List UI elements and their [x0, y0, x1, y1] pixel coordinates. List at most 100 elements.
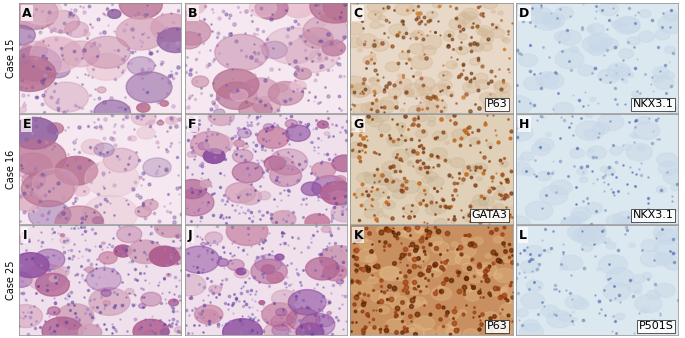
Circle shape [97, 87, 106, 93]
Circle shape [569, 216, 581, 224]
Circle shape [303, 16, 349, 46]
Circle shape [175, 189, 214, 216]
Circle shape [614, 17, 640, 34]
Circle shape [588, 45, 605, 55]
Circle shape [28, 200, 71, 229]
Circle shape [56, 304, 94, 329]
Circle shape [464, 92, 470, 95]
Circle shape [641, 308, 649, 313]
Circle shape [242, 144, 249, 148]
Circle shape [367, 0, 388, 14]
Circle shape [393, 189, 406, 199]
Circle shape [423, 265, 443, 277]
Circle shape [411, 277, 427, 288]
Circle shape [522, 168, 534, 176]
Circle shape [473, 163, 487, 172]
Circle shape [432, 287, 451, 300]
Circle shape [638, 31, 654, 42]
Circle shape [655, 240, 680, 257]
Circle shape [405, 89, 414, 95]
Circle shape [617, 17, 640, 33]
Circle shape [158, 246, 175, 258]
Circle shape [588, 149, 593, 152]
Circle shape [378, 15, 385, 20]
Circle shape [403, 83, 424, 97]
Circle shape [587, 146, 606, 160]
Circle shape [330, 181, 343, 190]
Circle shape [525, 201, 553, 220]
Circle shape [195, 305, 223, 324]
Circle shape [179, 11, 199, 24]
Circle shape [656, 186, 667, 193]
Circle shape [352, 84, 370, 97]
Circle shape [658, 161, 679, 175]
Circle shape [560, 265, 568, 270]
Circle shape [613, 211, 639, 229]
Circle shape [137, 127, 155, 139]
Circle shape [310, 0, 361, 23]
Circle shape [27, 264, 66, 291]
Circle shape [462, 165, 478, 175]
Circle shape [433, 262, 447, 271]
Circle shape [432, 1, 443, 8]
Circle shape [201, 242, 206, 246]
Circle shape [530, 7, 553, 23]
Circle shape [618, 218, 632, 228]
Circle shape [86, 53, 127, 80]
Circle shape [127, 57, 155, 75]
Circle shape [79, 324, 102, 338]
Circle shape [353, 4, 356, 7]
Circle shape [21, 188, 38, 199]
Circle shape [265, 156, 295, 176]
Circle shape [460, 12, 466, 17]
Circle shape [275, 84, 288, 92]
Circle shape [379, 267, 399, 279]
Text: GATA3: GATA3 [472, 210, 508, 220]
Circle shape [283, 0, 314, 18]
Circle shape [463, 329, 479, 338]
Circle shape [269, 149, 308, 175]
Circle shape [208, 108, 234, 125]
Circle shape [408, 161, 412, 164]
Circle shape [558, 30, 581, 45]
Circle shape [174, 327, 184, 333]
Circle shape [190, 131, 229, 158]
Circle shape [603, 282, 630, 301]
Circle shape [602, 238, 611, 244]
Circle shape [349, 83, 371, 97]
Circle shape [415, 71, 421, 76]
Circle shape [599, 2, 619, 16]
Circle shape [249, 0, 276, 17]
Circle shape [494, 82, 511, 93]
Circle shape [452, 129, 468, 140]
Circle shape [205, 232, 223, 244]
Circle shape [271, 290, 297, 307]
Circle shape [450, 158, 465, 168]
Circle shape [550, 180, 572, 195]
Circle shape [598, 114, 624, 131]
Text: I: I [23, 228, 27, 242]
Circle shape [223, 319, 262, 338]
Circle shape [449, 18, 466, 30]
Circle shape [17, 236, 25, 242]
Circle shape [8, 305, 42, 328]
Circle shape [347, 37, 362, 47]
Circle shape [55, 156, 98, 185]
Circle shape [94, 143, 114, 156]
Circle shape [368, 276, 378, 284]
Circle shape [396, 123, 406, 129]
Circle shape [103, 148, 139, 172]
Circle shape [73, 185, 90, 196]
Circle shape [494, 268, 515, 283]
Circle shape [588, 33, 612, 50]
Circle shape [373, 172, 393, 185]
Circle shape [361, 102, 378, 114]
Circle shape [637, 146, 645, 151]
Circle shape [442, 71, 449, 76]
Circle shape [486, 93, 501, 103]
Circle shape [407, 162, 414, 166]
Circle shape [656, 229, 678, 244]
Circle shape [443, 34, 453, 41]
Circle shape [413, 297, 425, 306]
Circle shape [236, 268, 246, 275]
